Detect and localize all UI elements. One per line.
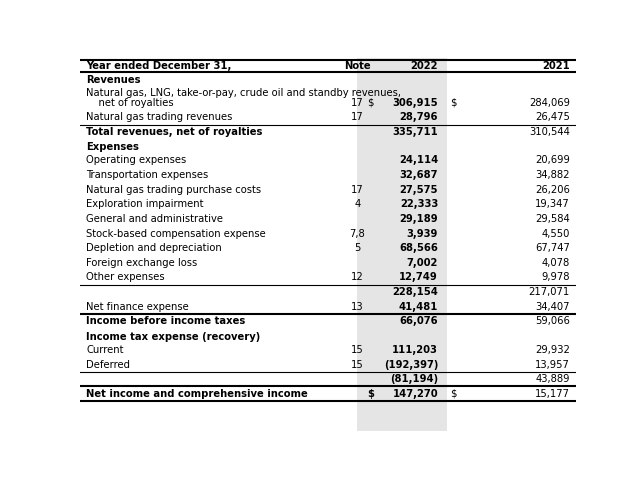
Text: 4,078: 4,078: [541, 258, 570, 268]
Text: 59,066: 59,066: [535, 317, 570, 326]
Text: (192,397): (192,397): [383, 360, 438, 370]
Text: 12,749: 12,749: [399, 272, 438, 283]
Text: Other expenses: Other expenses: [86, 272, 165, 283]
Text: Revenues: Revenues: [86, 75, 141, 85]
Text: 67,747: 67,747: [535, 243, 570, 253]
Text: 7,8: 7,8: [349, 228, 365, 239]
Text: 2021: 2021: [542, 61, 570, 71]
Text: Transportation expenses: Transportation expenses: [86, 170, 209, 180]
Text: 26,206: 26,206: [535, 185, 570, 195]
Text: 43,889: 43,889: [535, 374, 570, 384]
Text: 29,584: 29,584: [535, 214, 570, 224]
Text: 217,071: 217,071: [529, 287, 570, 297]
Text: 29,932: 29,932: [535, 345, 570, 355]
Text: Net income and comprehensive income: Net income and comprehensive income: [86, 389, 308, 399]
Text: $: $: [367, 389, 374, 399]
Text: Natural gas trading revenues: Natural gas trading revenues: [86, 112, 232, 122]
Text: 15: 15: [351, 360, 364, 370]
Text: 9,978: 9,978: [541, 272, 570, 283]
Text: 15,177: 15,177: [535, 389, 570, 399]
Text: Net finance expense: Net finance expense: [86, 302, 189, 312]
Text: Income tax expense (recovery): Income tax expense (recovery): [86, 332, 260, 342]
Text: 310,544: 310,544: [529, 127, 570, 137]
Text: 34,407: 34,407: [535, 302, 570, 312]
Text: 24,114: 24,114: [399, 155, 438, 166]
Text: Deferred: Deferred: [86, 360, 130, 370]
Text: 228,154: 228,154: [392, 287, 438, 297]
Text: 284,069: 284,069: [529, 98, 570, 107]
Text: (81,194): (81,194): [390, 374, 438, 384]
Text: 12: 12: [351, 272, 364, 283]
Text: net of royalties: net of royalties: [86, 98, 174, 107]
Text: 41,481: 41,481: [399, 302, 438, 312]
Text: Natural gas trading purchase costs: Natural gas trading purchase costs: [86, 185, 261, 195]
Text: 15: 15: [351, 345, 364, 355]
Text: Note: Note: [344, 61, 371, 71]
Text: 13,957: 13,957: [535, 360, 570, 370]
Text: 28,796: 28,796: [399, 112, 438, 122]
Text: 66,076: 66,076: [399, 317, 438, 326]
Text: 22,333: 22,333: [400, 199, 438, 210]
Text: Income before income taxes: Income before income taxes: [86, 317, 246, 326]
Text: 29,189: 29,189: [399, 214, 438, 224]
Text: 20,699: 20,699: [535, 155, 570, 166]
Text: 27,575: 27,575: [399, 185, 438, 195]
Text: Exploration impairment: Exploration impairment: [86, 199, 204, 210]
Text: 13: 13: [351, 302, 364, 312]
Text: Expenses: Expenses: [86, 142, 139, 152]
Text: 32,687: 32,687: [399, 170, 438, 180]
Bar: [356, 58, 447, 431]
Text: 7,002: 7,002: [406, 258, 438, 268]
Text: $: $: [451, 98, 457, 107]
Text: 17: 17: [351, 112, 364, 122]
Text: 34,882: 34,882: [535, 170, 570, 180]
Text: $: $: [367, 98, 373, 107]
Text: 17: 17: [351, 185, 364, 195]
Text: Current: Current: [86, 345, 124, 355]
Text: 4: 4: [355, 199, 360, 210]
Text: Year ended December 31,: Year ended December 31,: [86, 61, 232, 71]
Text: 4,550: 4,550: [541, 228, 570, 239]
Text: General and administrative: General and administrative: [86, 214, 223, 224]
Text: 19,347: 19,347: [535, 199, 570, 210]
Text: 147,270: 147,270: [392, 389, 438, 399]
Text: 2022: 2022: [410, 61, 438, 71]
Text: Foreign exchange loss: Foreign exchange loss: [86, 258, 198, 268]
Text: 111,203: 111,203: [392, 345, 438, 355]
Text: $: $: [451, 389, 457, 399]
Text: 68,566: 68,566: [399, 243, 438, 253]
Text: 3,939: 3,939: [406, 228, 438, 239]
Text: 306,915: 306,915: [392, 98, 438, 107]
Text: Operating expenses: Operating expenses: [86, 155, 186, 166]
Text: 5: 5: [355, 243, 360, 253]
Text: Depletion and depreciation: Depletion and depreciation: [86, 243, 222, 253]
Text: 26,475: 26,475: [535, 112, 570, 122]
Text: Stock-based compensation expense: Stock-based compensation expense: [86, 228, 266, 239]
Text: Natural gas, LNG, take-or-pay, crude oil and standby revenues,: Natural gas, LNG, take-or-pay, crude oil…: [86, 88, 401, 98]
Text: 17: 17: [351, 98, 364, 107]
Text: Total revenues, net of royalties: Total revenues, net of royalties: [86, 127, 262, 137]
Text: 335,711: 335,711: [392, 127, 438, 137]
